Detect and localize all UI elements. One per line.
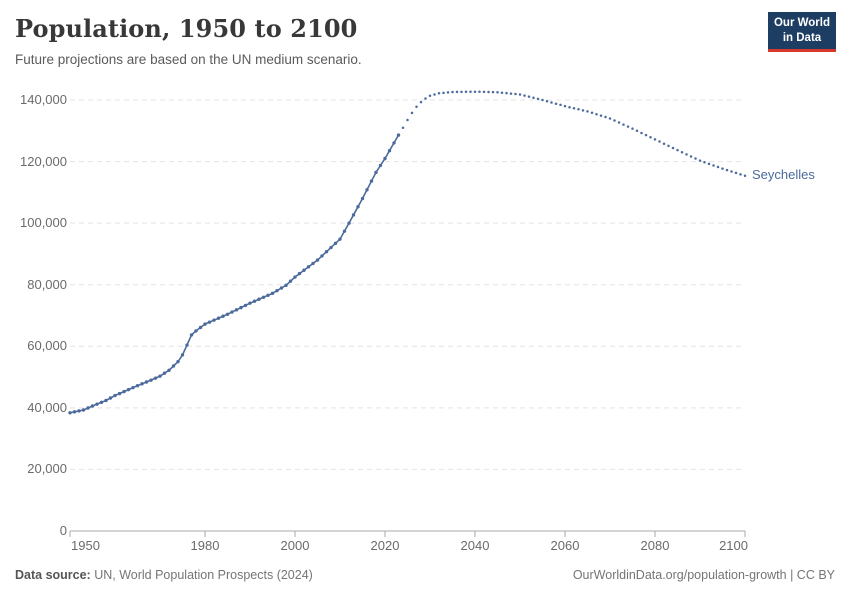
y-tick-label: 100,000 — [20, 215, 67, 231]
page-title: Population, 1950 to 2100 — [15, 14, 358, 43]
x-tick-label: 2040 — [460, 538, 490, 553]
series-projection — [401, 90, 747, 177]
data-source-label: Data source: — [15, 568, 91, 582]
x-tick-label: 2060 — [550, 538, 580, 553]
x-tick-label: 2000 — [280, 538, 310, 553]
y-tick-label: 0 — [59, 523, 67, 538]
y-tick-label: 40,000 — [27, 399, 67, 415]
gridlines — [70, 99, 745, 532]
x-axis — [69, 531, 746, 537]
y-tick-label: 60,000 — [27, 338, 67, 354]
owid-logo: Our World in Data — [768, 12, 836, 52]
data-source-text: UN, World Population Prospects (2024) — [90, 568, 313, 582]
chart-subtitle: Future projections are based on the UN m… — [15, 52, 362, 67]
x-tick-label: 1980 — [190, 538, 220, 553]
credit-link[interactable]: OurWorldinData.org/population-growth | C… — [572, 568, 835, 582]
series-estimates — [68, 133, 401, 415]
data-source-note: Data source: UN, World Population Prospe… — [15, 568, 313, 582]
y-tick-label: 120,000 — [20, 153, 67, 169]
x-tick-label: 2020 — [370, 538, 400, 553]
series-label-seychelles: Seychelles — [752, 167, 815, 182]
owid-logo-line2: in Data — [782, 31, 822, 44]
y-tick-label: 140,000 — [20, 92, 67, 107]
y-tick-label: 80,000 — [27, 276, 67, 292]
owid-logo-line1: Our World — [773, 17, 830, 29]
y-tick-label: 20,000 — [27, 461, 67, 477]
x-tick-label: 2080 — [640, 538, 670, 553]
chart-footer: Data source: UN, World Population Prospe… — [15, 568, 835, 582]
x-tick-label: 2100 — [719, 538, 748, 553]
x-tick-label: 1950 — [71, 538, 100, 553]
